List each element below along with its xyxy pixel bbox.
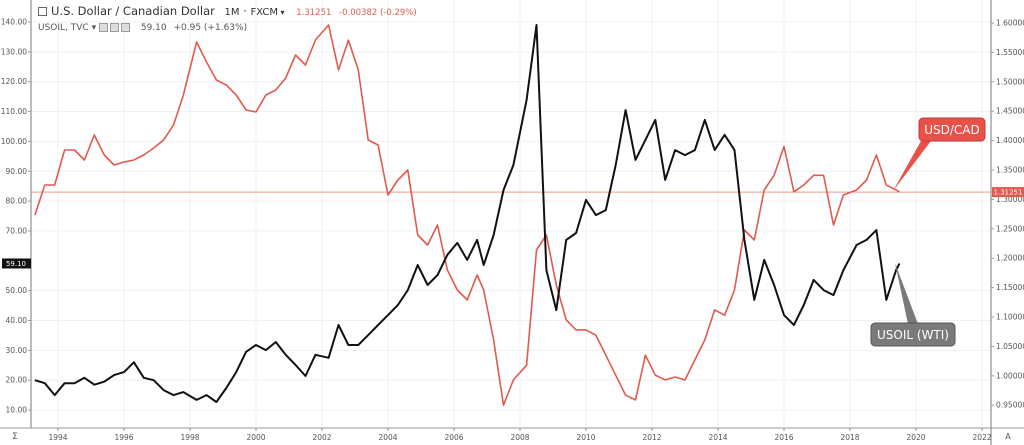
x-tick-label: 2010: [576, 433, 595, 442]
main-symbol-legend[interactable]: U.S. Dollar / Canadian Dollar 1M · FXCM …: [38, 3, 417, 20]
x-tick-label: 2020: [906, 433, 925, 442]
usdcad-series-line[interactable]: [34, 24, 900, 407]
x-tick-label: 2014: [708, 433, 727, 442]
x-tick-label: 2004: [378, 433, 397, 442]
usoil-callout-box: [870, 322, 956, 347]
right-tick-label: 1.20000: [996, 254, 1024, 263]
right-price-scale[interactable]: 1.60000 1.55000 1.50000 1.45000 1.40000 1.350…: [991, 19, 1024, 410]
x-tick-label: 2018: [840, 433, 859, 442]
right-tick-label: 1.10000: [996, 313, 1024, 322]
usoil-series-line[interactable]: [34, 24, 901, 403]
interval: 1M: [224, 7, 240, 18]
right-tick-label: 1.15000: [996, 283, 1024, 292]
usdcad-callout-box: [918, 117, 986, 142]
usoil-callout[interactable]: USOIL (WTI): [870, 263, 956, 347]
left-price-scale[interactable]: 140.00 130.00 120.00 110.00 100.00 90.00 80.00…: [1, 18, 31, 415]
left-tick-label: 90.00: [6, 167, 28, 176]
right-tick-label: 0.95000: [996, 401, 1024, 410]
chart-legend: U.S. Dollar / Canadian Dollar 1M · FXCM …: [38, 3, 417, 37]
usoil-last-value-tag: 59.10: [2, 258, 31, 269]
x-tick-label: 1998: [180, 433, 199, 442]
right-tick-label: 1.45000: [996, 107, 1024, 116]
x-tick-label: 2008: [510, 433, 529, 442]
x-tick-label: 1994: [48, 433, 67, 442]
right-tick-label: 1.35000: [996, 166, 1024, 175]
svg-text:59.10: 59.10: [6, 260, 26, 268]
left-tick-label: 110.00: [1, 107, 27, 116]
settings-icon[interactable]: [109, 23, 119, 32]
left-tick-label: 20.00: [6, 376, 28, 385]
usoil-callout-pointer: [895, 263, 918, 324]
overlay-symbol-legend[interactable]: USOIL, TVC ▾ 59.10 +0.95 (+1.63%): [38, 20, 417, 37]
chevron-down-icon[interactable]: ▾: [278, 8, 285, 17]
x-tick-label: 2000: [246, 433, 265, 442]
left-tick-label: 80.00: [6, 197, 28, 206]
left-tick-label: 10.00: [6, 406, 28, 415]
symbol-title: U.S. Dollar / Canadian Dollar: [51, 4, 215, 18]
x-tick-label: 2006: [444, 433, 463, 442]
left-tick-label: 100.00: [1, 137, 27, 146]
overlay-price: 59.10: [140, 23, 167, 33]
x-tick-label: 2022: [972, 433, 991, 442]
left-tick-label: 50.00: [6, 286, 28, 295]
usdcad-last-value-tag: 1.31251: [992, 187, 1024, 198]
indicator-sigma-button[interactable]: Σ: [12, 432, 18, 442]
left-tick-label: 30.00: [6, 346, 28, 355]
x-tick-label: 2016: [774, 433, 793, 442]
symbol-price: 1.31251: [296, 8, 332, 18]
overlay-symbol: USOIL, TVC: [38, 23, 89, 33]
left-tick-label: 70.00: [6, 226, 28, 235]
right-tick-label: 1.00000: [996, 371, 1024, 380]
usdcad-callout-label: USD/CAD: [924, 123, 980, 137]
x-tick-label: 2002: [312, 433, 331, 442]
svg-text:1.31251: 1.31251: [994, 189, 1023, 197]
time-scale[interactable]: 1994 1996 1998 2000 2002 2004 2006 2008 2010 2012…: [48, 428, 992, 442]
left-tick-label: 140.00: [1, 18, 27, 27]
x-tick-label: 2012: [642, 433, 661, 442]
collapse-icon[interactable]: [38, 7, 47, 16]
chevron-down-icon[interactable]: ▾: [88, 23, 99, 33]
left-tick-label: 120.00: [1, 77, 27, 86]
right-tick-label: 1.30000: [996, 195, 1024, 204]
right-tick-label: 1.55000: [996, 48, 1024, 57]
x-tick-label: 1996: [114, 433, 133, 442]
symbol-change: -0.00382 (-0.29%): [339, 8, 417, 18]
overlay-change: +0.95 (+1.63%): [173, 23, 248, 33]
right-tick-label: 1.05000: [996, 342, 1024, 351]
right-tick-label: 1.50000: [996, 77, 1024, 86]
usdcad-callout-pointer: [893, 141, 931, 191]
right-tick-label: 1.40000: [996, 136, 1024, 145]
usdcad-callout[interactable]: USD/CAD: [893, 117, 986, 191]
close-icon[interactable]: [120, 23, 130, 32]
left-tick-label: 130.00: [1, 47, 27, 56]
usoil-callout-label: USOIL (WTI): [877, 328, 949, 342]
left-tick-label: 40.00: [6, 316, 28, 325]
eye-icon[interactable]: [98, 23, 108, 32]
grid-lines: [31, 0, 991, 428]
data-source: FXCM: [250, 7, 279, 18]
right-tick-label: 1.60000: [996, 19, 1024, 28]
auto-scale-button[interactable]: A: [1005, 432, 1011, 441]
right-tick-label: 1.25000: [996, 224, 1024, 233]
